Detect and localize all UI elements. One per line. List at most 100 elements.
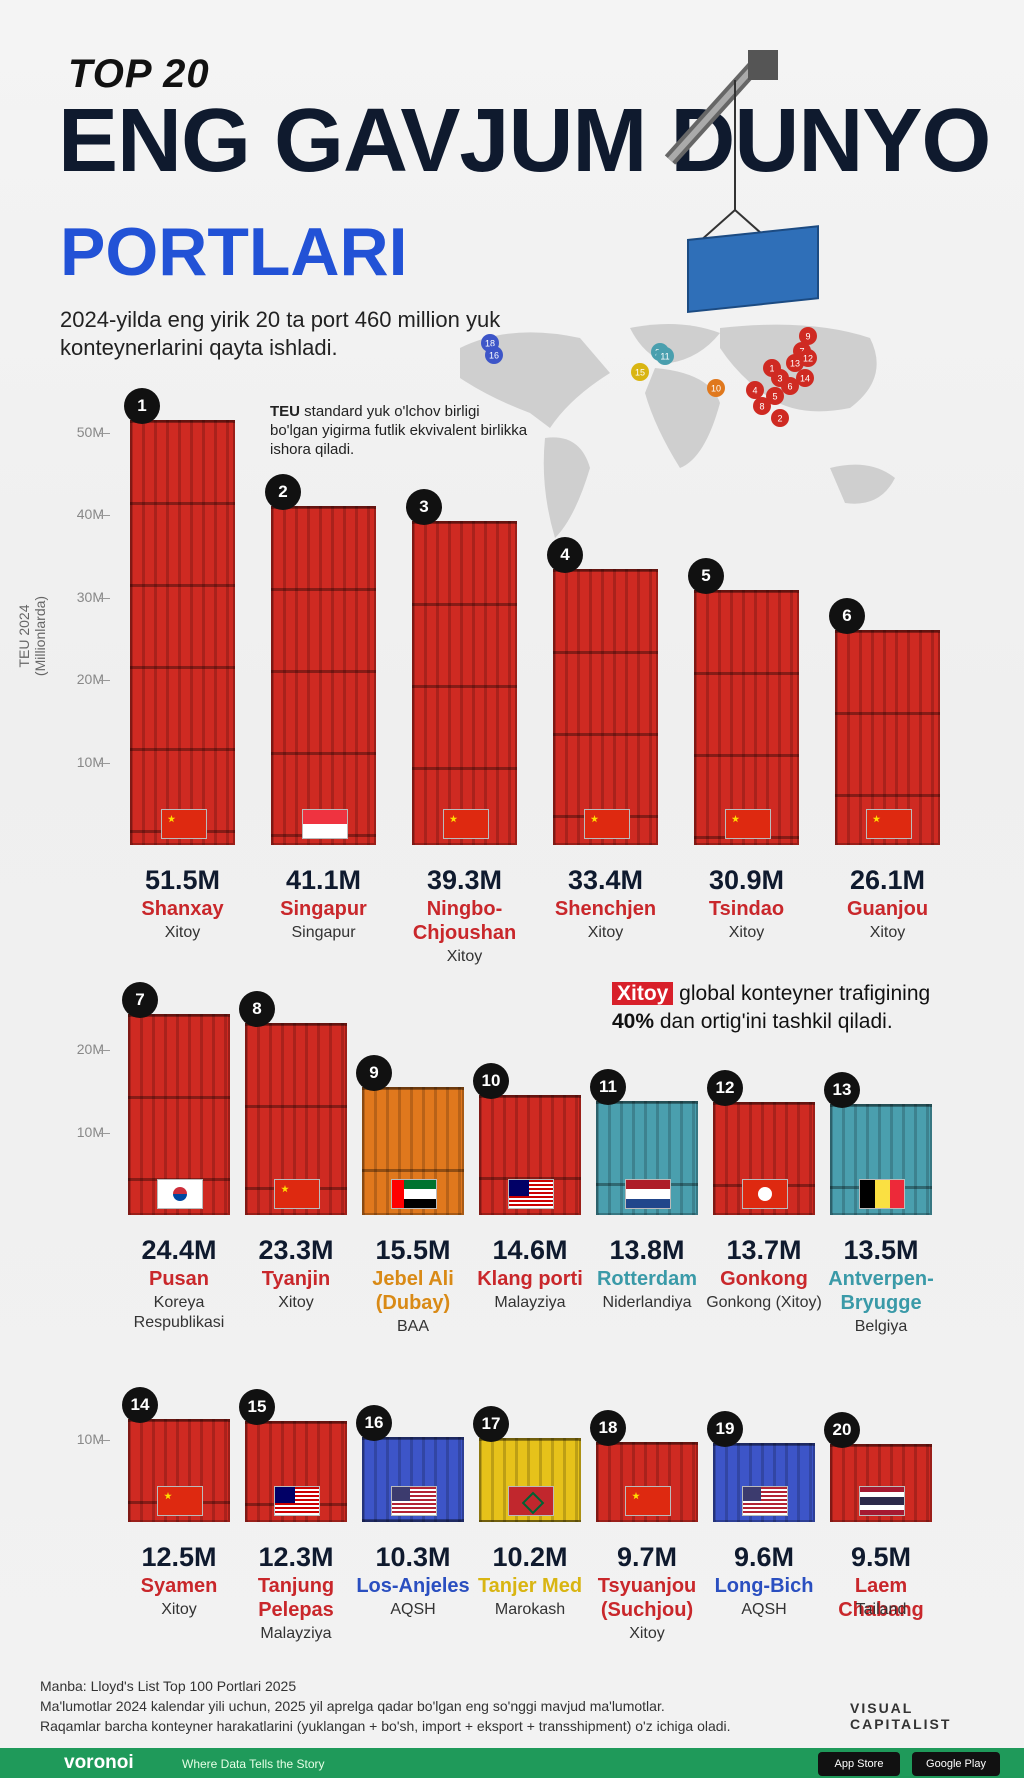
flag-china-icon: [274, 1179, 320, 1209]
value-label: 51.5M: [144, 865, 221, 895]
flag-china-icon: [160, 809, 207, 839]
map-marker: 16: [485, 346, 503, 364]
port-name: Tanjung Pelepas: [257, 1575, 335, 1621]
bar-port-1: [130, 420, 235, 845]
y-tick-label: 10M: [76, 1123, 104, 1140]
port-name: Laem Chabang: [838, 1575, 924, 1621]
map-marker: 4: [746, 381, 764, 399]
teu-note: TEU standard yuk o'lchov birligi bo'lgan…: [270, 402, 530, 459]
country-label: Xitoy: [587, 924, 624, 941]
port-name: Ningbo-Chjoushan: [412, 898, 517, 944]
kicker: TOP 20: [68, 52, 210, 96]
value-label: 13.8M: [609, 1235, 685, 1265]
google-play-button[interactable]: Google Play: [912, 1752, 1000, 1776]
y-tick-mark: [100, 432, 110, 434]
country-label: Xitoy: [164, 924, 201, 941]
bar-port-5: [694, 590, 799, 845]
country-label: Singapur: [291, 924, 356, 941]
source-notes: Manba: Lloyd's List Top 100 Portlari 202…: [40, 1676, 880, 1736]
port-name: Antverpen-Bryugge: [828, 1268, 934, 1314]
source-line3: Raqamlar barcha konteyner harakatlarini …: [40, 1718, 731, 1734]
rank-badge: 9: [356, 1055, 392, 1092]
map-marker: 2: [771, 409, 789, 427]
source-line2: Ma'lumotlar 2024 kalendar yili uchun, 20…: [40, 1698, 665, 1714]
country-label: AQSH: [390, 1601, 436, 1618]
map-marker-label: 18: [485, 339, 495, 349]
y-tick-label: 50M: [76, 423, 104, 440]
y-tick-label: 20M: [76, 671, 104, 687]
value-label: 23.3M: [258, 1235, 334, 1265]
value-label: 10.3M: [375, 1542, 451, 1572]
country-label: Xitoy: [446, 948, 483, 965]
value-label: 41.1M: [285, 865, 362, 895]
flag-malaysia-icon: [274, 1486, 320, 1516]
bar-port-14: [128, 1418, 230, 1522]
rank-badge: 1: [124, 388, 160, 425]
map-marker-label: 11: [660, 352, 669, 362]
flag-singapore-icon: [301, 809, 348, 839]
value-label: 10.2M: [492, 1542, 568, 1572]
port-name: Guanjou: [846, 898, 929, 920]
port-name: Syamen: [140, 1575, 218, 1597]
bar-port-3: [412, 520, 517, 845]
port-name: Tsyuanjou (Suchjou): [597, 1575, 697, 1621]
y-tick-label: 30M: [76, 588, 104, 605]
map-marker-label: 13: [790, 359, 800, 369]
app-store-button[interactable]: App Store: [818, 1752, 900, 1776]
value-label: 9.7M: [616, 1542, 678, 1572]
port-name: Singapur: [280, 898, 367, 920]
value-label: 33.4M: [567, 865, 644, 895]
port-name: Los-Anjeles: [356, 1575, 470, 1597]
country-label: Niderlandiya: [602, 1294, 692, 1311]
map-marker-label: 10: [711, 384, 721, 394]
y-tick-mark: [100, 1439, 110, 1441]
hanging-container-icon: [687, 225, 819, 314]
port-name: Long-Bich: [714, 1575, 814, 1597]
y-tick-mark: [100, 680, 110, 681]
china-note-rest2: dan ortig'ini tashkil qiladi.: [654, 1010, 893, 1033]
country-label: Tailand: [855, 1601, 907, 1618]
port-name: Tsindao: [708, 898, 785, 920]
port-name: Shenchjen: [554, 898, 657, 920]
value-label: 30.9M: [708, 865, 785, 895]
map-marker: 11: [656, 347, 674, 365]
china-note-bold: 40%: [612, 1010, 655, 1033]
y-tick-mark: [100, 1132, 110, 1134]
map-marker-label: 1: [769, 364, 774, 374]
port-name: Gonkong: [720, 1268, 808, 1290]
port-name: Rotterdam: [596, 1268, 697, 1290]
country-label: Xitoy: [869, 924, 906, 941]
bar-port-4: [553, 569, 658, 845]
flag-china-icon: [157, 1486, 203, 1516]
value-label: 13.7M: [726, 1235, 802, 1265]
rank-badge: 12: [707, 1069, 743, 1106]
map-marker: 6: [781, 377, 799, 395]
bar-port-6: [835, 629, 940, 845]
value-label: 39.3M: [426, 865, 503, 895]
map-marker-label: 14: [800, 374, 810, 384]
value-label: 9.5M: [850, 1542, 912, 1572]
rank-badge: 20: [824, 1411, 860, 1448]
teu-text: standard yuk o'lchov birligi bo'lgan yig…: [270, 403, 528, 458]
rank-badge: 7: [122, 981, 158, 1018]
rank-badge: 18: [590, 1409, 626, 1446]
bar-port-2: [271, 505, 376, 845]
flag-china-icon: [865, 809, 912, 839]
china-tag: Xitoy: [612, 982, 674, 1005]
footer-tagline: Where Data Tells the Story: [182, 1757, 325, 1771]
y-tick-label: 10M: [76, 1430, 104, 1447]
port-name: Klang porti: [477, 1268, 583, 1290]
source-line1: Manba: Lloyd's List Top 100 Portlari 202…: [40, 1678, 297, 1694]
rank-badge: 16: [356, 1405, 392, 1442]
flag-belgium-icon: [859, 1179, 905, 1209]
vc-line2: CAPITALIST: [850, 1716, 952, 1732]
rank-badge: 17: [473, 1405, 509, 1442]
teu-term: TEU: [270, 403, 300, 420]
map-marker: 12: [799, 349, 817, 367]
visual-capitalist-logo: VISUAL CAPITALIST: [850, 1700, 951, 1732]
map-marker-label: 15: [635, 368, 645, 378]
map-marker: 15: [631, 363, 649, 381]
app-store-label: App Store: [834, 1758, 884, 1770]
flag-china-icon: [724, 809, 771, 839]
rank-badge: 6: [829, 597, 865, 634]
